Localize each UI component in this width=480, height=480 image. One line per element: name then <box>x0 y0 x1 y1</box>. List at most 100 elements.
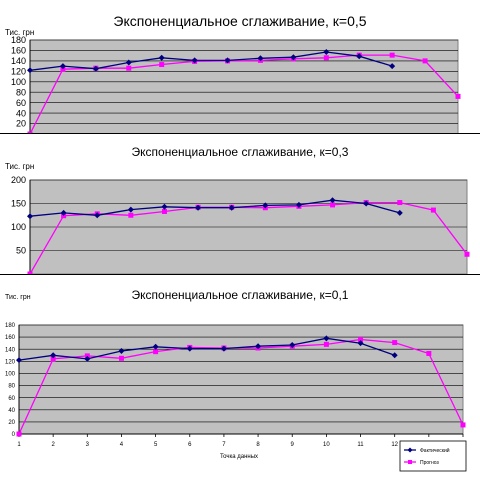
legend-label: Прогноз <box>420 460 439 466</box>
y-tick-label: 100 <box>11 77 26 87</box>
x-axis-label: Точка данных <box>220 454 258 460</box>
y-tick-label: 60 <box>16 98 26 108</box>
data-point-actual <box>323 49 330 56</box>
chart-title: Экспоненциальное сглаживание, к=0,3 <box>131 145 349 159</box>
y-tick-label: 160 <box>5 335 16 341</box>
data-point-forecast <box>50 356 56 362</box>
data-point-forecast <box>84 353 90 359</box>
y-tick-label: 60 <box>8 396 15 402</box>
data-point-actual <box>118 348 125 355</box>
data-point-actual <box>152 343 159 350</box>
data-point-forecast <box>455 93 461 99</box>
chart-panel-k05: Экспоненциальное сглаживание, к=0,5 Тис.… <box>0 0 480 135</box>
data-point-actual <box>191 57 198 64</box>
y-tick-label: 20 <box>16 119 26 129</box>
y-tick-label: 140 <box>5 347 16 353</box>
y-tick-label: 0 <box>12 432 16 438</box>
y-axis-label: Тис. грн <box>5 294 31 301</box>
y-tick-label: 200 <box>11 175 26 185</box>
chart-panel-k01: Экспоненциальное сглаживание, к=0,1 Тис.… <box>0 275 480 480</box>
y-tick-label: 80 <box>8 384 15 390</box>
legend-marker <box>407 447 413 453</box>
data-point-actual <box>255 343 262 350</box>
data-point-actual <box>290 54 297 61</box>
x-tick-label: 11 <box>357 442 364 448</box>
data-point-forecast <box>27 271 33 274</box>
x-tick-label: 7 <box>222 442 226 448</box>
data-point-actual <box>59 63 66 70</box>
data-point-actual <box>295 201 302 208</box>
legend-box <box>399 440 467 472</box>
data-point-forecast <box>27 131 33 134</box>
data-point-forecast <box>161 208 167 214</box>
y-tick-label: 150 <box>11 199 26 209</box>
x-tick-label: 12 <box>391 442 398 448</box>
x-tick-label: 6 <box>188 442 192 448</box>
y-tick-label: 140 <box>11 56 26 66</box>
chart-title: Экспоненциальное сглаживание, к=0,1 <box>131 288 349 302</box>
data-point-actual <box>50 352 57 359</box>
data-point-forecast <box>126 65 132 71</box>
data-point-actual <box>127 206 134 213</box>
data-point-actual <box>125 59 132 66</box>
y-tick-label: 100 <box>11 222 26 232</box>
series-group <box>27 197 470 274</box>
chart-panel-k03: Экспоненциальное сглаживание, к=0,3 Тис.… <box>0 134 480 275</box>
chart-plot: 0204060801001201401601801234567891011121… <box>5 323 467 472</box>
y-tick-label: 160 <box>11 46 26 56</box>
panel-divider <box>0 274 480 275</box>
data-point-forecast <box>16 431 22 437</box>
y-tick-label: 120 <box>11 66 26 76</box>
data-point-actual <box>257 55 264 62</box>
y-tick-label: 40 <box>8 408 15 414</box>
data-point-actual <box>262 202 269 209</box>
data-point-actual <box>60 209 67 216</box>
data-point-forecast <box>159 62 165 68</box>
x-tick-label: 3 <box>86 442 90 448</box>
chart-plot: 50 100 150 200 <box>11 175 470 275</box>
data-point-actual <box>16 357 22 364</box>
data-point-actual <box>27 213 33 220</box>
x-tick-label: 5 <box>154 442 158 448</box>
data-point-actual <box>228 204 235 211</box>
y-tick-label: 120 <box>5 359 16 365</box>
data-point-forecast <box>60 66 66 72</box>
y-axis-label: Тис. грн <box>5 162 35 171</box>
data-point-actual <box>356 53 363 60</box>
data-point-forecast <box>389 52 395 58</box>
y-tick-label: 50 <box>16 246 26 256</box>
data-point-actual <box>289 341 296 348</box>
series-line-actual <box>29 51 393 71</box>
data-point-forecast <box>128 212 134 218</box>
data-point-forecast <box>330 202 336 208</box>
x-tick-label: 1 <box>17 442 21 448</box>
data-point-forecast <box>464 251 470 257</box>
y-tick-label: 40 <box>16 108 26 118</box>
data-point-actual <box>224 57 231 64</box>
y-tick-label: 20 <box>8 420 15 426</box>
x-tick-label: 10 <box>323 442 330 448</box>
data-point-actual <box>195 204 202 211</box>
data-point-forecast <box>397 200 403 206</box>
y-tick-label: 100 <box>5 372 16 378</box>
data-point-forecast <box>426 350 432 356</box>
legend: Фактический Прогноз <box>399 440 467 472</box>
data-point-actual <box>84 355 91 362</box>
data-point-actual <box>329 197 336 204</box>
data-point-actual <box>94 212 101 219</box>
data-point-actual <box>396 209 403 216</box>
series-line-actual <box>18 337 395 361</box>
plot-area <box>18 324 464 435</box>
data-point-forecast <box>430 207 436 213</box>
data-point-forecast <box>153 349 159 355</box>
data-point-actual <box>391 352 398 359</box>
data-point-actual <box>186 345 193 352</box>
data-point-forecast <box>323 55 329 61</box>
data-point-actual <box>158 54 165 61</box>
y-tick-label: 180 <box>11 35 26 45</box>
series-line-actual <box>29 199 400 217</box>
data-point-actual <box>27 67 33 74</box>
data-point-forecast <box>422 58 428 64</box>
data-point-forecast <box>358 337 364 343</box>
